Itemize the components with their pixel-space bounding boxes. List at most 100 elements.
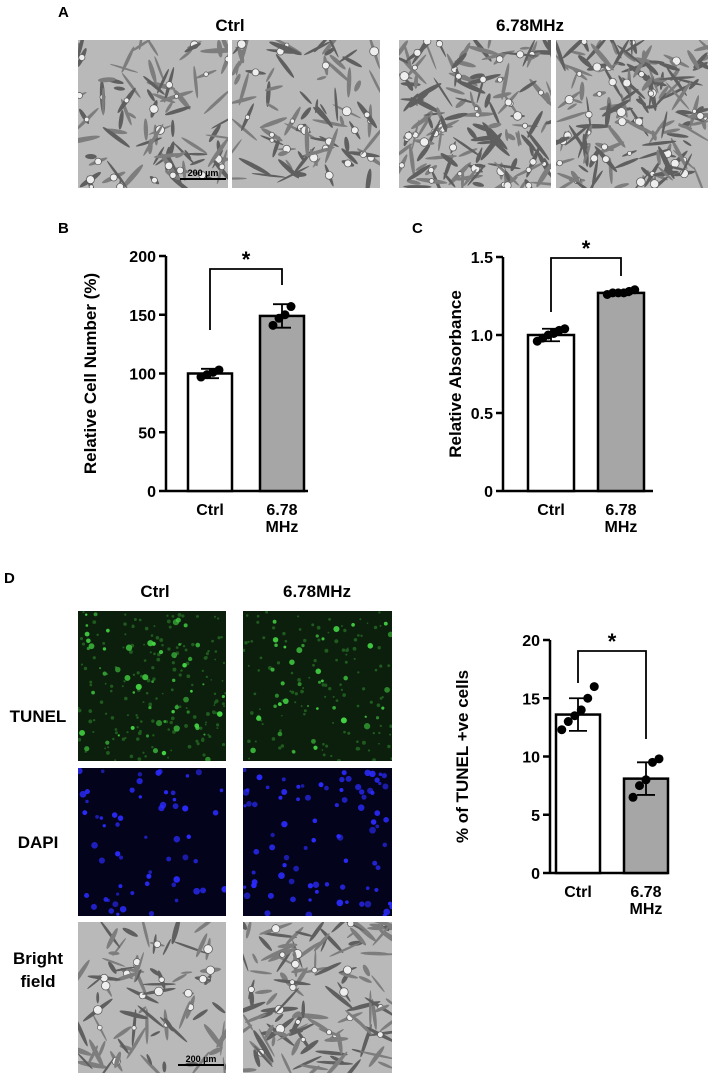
cell — [299, 91, 312, 105]
row-label-bright: Bright — [12, 949, 64, 968]
cell — [640, 166, 651, 178]
cell — [627, 150, 632, 156]
cell — [274, 643, 278, 648]
cell — [329, 942, 361, 957]
data-point — [268, 320, 278, 330]
speck — [325, 744, 329, 748]
cell — [295, 931, 314, 937]
cell — [380, 1017, 392, 1032]
speck — [216, 723, 220, 727]
speck — [175, 646, 179, 649]
cell — [316, 1060, 354, 1065]
speck — [248, 757, 251, 760]
cell — [183, 623, 188, 628]
nucleus — [195, 769, 202, 776]
speck — [148, 702, 153, 707]
cell — [212, 1002, 226, 1014]
speck — [121, 685, 124, 688]
cell — [658, 62, 680, 71]
cell — [203, 733, 206, 736]
cell — [174, 705, 179, 710]
micrograph-texture — [243, 611, 392, 761]
cell — [260, 932, 298, 938]
cell — [519, 46, 530, 50]
cell — [525, 182, 533, 188]
cell — [623, 40, 645, 53]
speck — [372, 758, 376, 761]
cell — [400, 98, 425, 102]
speck — [136, 737, 140, 741]
panel-c-label: C — [412, 220, 423, 237]
cell — [232, 96, 257, 104]
speck — [128, 649, 133, 654]
speck — [205, 712, 210, 716]
cell — [304, 146, 335, 157]
cell — [358, 976, 372, 983]
cell — [135, 683, 142, 690]
cell — [126, 1026, 146, 1059]
nucleus — [265, 785, 270, 790]
cell — [661, 83, 692, 100]
cell — [311, 967, 318, 974]
cell — [245, 922, 252, 939]
cell — [224, 56, 228, 63]
speck — [377, 646, 381, 650]
cell — [556, 179, 576, 188]
speck — [278, 746, 282, 750]
cell — [324, 128, 338, 164]
cell — [670, 137, 688, 170]
cell — [638, 71, 645, 78]
cell — [200, 48, 228, 54]
speck — [373, 625, 378, 630]
speck — [136, 716, 139, 719]
cell — [365, 1030, 392, 1037]
speck — [261, 723, 264, 726]
nucleus — [243, 892, 251, 900]
x-tick-label: Ctrl — [196, 502, 224, 519]
nucleus — [108, 908, 115, 914]
cell — [487, 40, 492, 49]
cell — [344, 159, 352, 168]
nucleus — [251, 801, 258, 808]
speck — [346, 647, 349, 650]
nucleus — [182, 805, 189, 812]
speck — [152, 677, 156, 681]
cell — [339, 987, 349, 997]
data-point — [654, 754, 664, 764]
speck — [282, 631, 286, 636]
cell — [346, 67, 352, 98]
nucleus — [221, 886, 226, 893]
cell — [369, 46, 380, 57]
cell — [578, 164, 589, 173]
cell — [333, 625, 340, 633]
cell — [161, 750, 167, 756]
cell — [317, 680, 322, 684]
speck — [224, 691, 226, 695]
cell — [271, 924, 281, 934]
cell — [311, 738, 316, 744]
cell — [266, 103, 279, 111]
cell — [164, 1017, 174, 1032]
speck — [271, 737, 276, 741]
speck — [213, 704, 216, 706]
cell — [617, 117, 627, 127]
cell — [315, 668, 322, 675]
micrograph-texture — [78, 611, 226, 761]
cell — [301, 643, 305, 648]
cell — [118, 110, 124, 130]
cell — [348, 940, 363, 947]
cell — [440, 115, 447, 133]
speck — [271, 626, 276, 630]
bright-field-image-ctrl — [78, 922, 226, 1073]
nucleus — [129, 787, 135, 793]
cell — [343, 675, 348, 681]
cell — [576, 71, 583, 77]
nucleus — [102, 824, 106, 828]
cell — [193, 65, 199, 99]
cell — [117, 734, 120, 737]
cell — [331, 922, 355, 933]
cell — [467, 127, 477, 140]
cell — [184, 43, 201, 53]
data-point — [286, 302, 296, 312]
x-tick-label: 6.78 — [605, 502, 636, 519]
